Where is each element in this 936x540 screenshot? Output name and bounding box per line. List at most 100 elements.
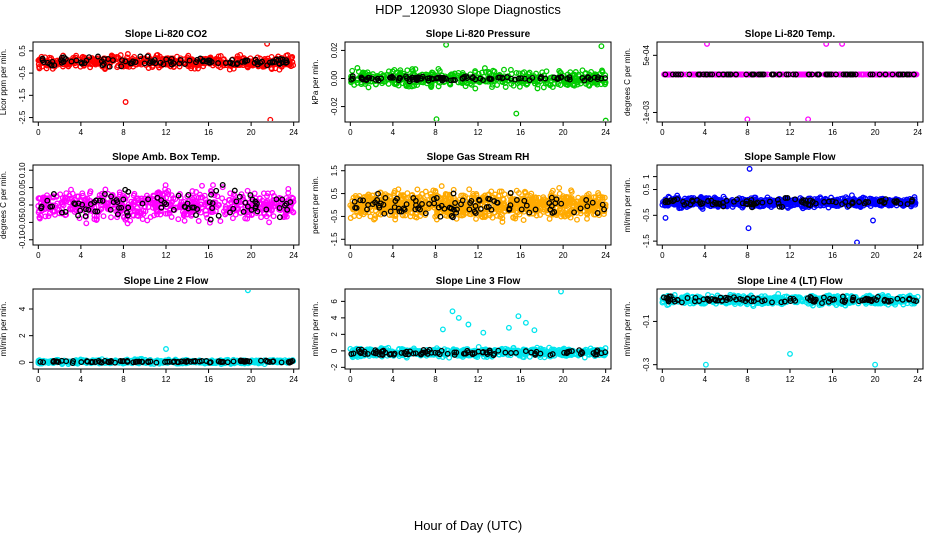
data-point-black (802, 197, 809, 204)
data-point-black (477, 205, 484, 212)
data-point-black (213, 187, 220, 194)
data-point-black (766, 198, 773, 205)
data-point-black (449, 214, 456, 221)
data-point-black (101, 191, 108, 197)
outlier-point (264, 43, 271, 47)
data-point (365, 191, 372, 198)
data-point (382, 191, 389, 198)
data-point (479, 210, 486, 217)
data-point-black (816, 71, 823, 78)
data-point-black (903, 71, 910, 78)
x-tick-label: 12 (786, 251, 795, 260)
data-point (290, 209, 297, 216)
data-point-black (468, 197, 475, 204)
data-point-black (584, 203, 591, 210)
data-point (473, 215, 479, 222)
data-point-black (518, 75, 525, 82)
data-point-black (199, 58, 206, 65)
data-point (489, 214, 496, 221)
outlier-point (244, 290, 251, 294)
data-point-black (215, 212, 222, 219)
data-point (404, 67, 411, 74)
data-point-black (826, 198, 832, 205)
data-point (711, 194, 718, 201)
x-tick-label: 16 (516, 375, 525, 384)
x-tick-label: 12 (474, 128, 483, 137)
data-point (561, 209, 568, 216)
data-point-black (589, 199, 596, 206)
data-point (699, 203, 706, 210)
data-point (136, 200, 142, 207)
data-point-black (552, 200, 559, 207)
x-tick-label: 20 (871, 251, 880, 260)
x-tick-label: 4 (703, 128, 708, 137)
x-tick-label: 20 (559, 251, 568, 260)
data-point (543, 68, 550, 75)
data-point-black (856, 199, 863, 205)
y-tick-label: -2 (330, 363, 339, 371)
outlier-point (704, 43, 710, 47)
data-point (86, 190, 93, 197)
data-point-black (244, 203, 251, 210)
data-point (495, 193, 502, 200)
data-point-black (230, 205, 237, 212)
data-point-black (471, 208, 478, 215)
data-point-black (782, 195, 789, 201)
data-point (212, 199, 219, 206)
y-tick-label: 1 (642, 174, 651, 179)
data-point (430, 187, 437, 194)
data-point (239, 193, 246, 200)
data-point (67, 205, 73, 212)
y-tick-label: 0 (330, 348, 339, 353)
x-tick-label: 12 (474, 375, 483, 384)
y-tick-label: 0 (18, 360, 27, 365)
data-point-black (38, 203, 45, 210)
data-point (556, 190, 563, 197)
data-point-black (181, 61, 188, 68)
data-point-black (435, 74, 442, 81)
data-point-black (433, 195, 440, 201)
data-point-black (168, 61, 175, 68)
data-point (206, 219, 213, 226)
data-point-black (389, 73, 395, 80)
data-point (104, 203, 111, 210)
data-point (556, 184, 563, 191)
data-point (527, 199, 534, 205)
data-point-black (47, 61, 54, 68)
data-point-black (488, 206, 495, 213)
data-point (575, 71, 582, 78)
y-axis-label: kPa per min. (311, 60, 320, 105)
x-tick-label: 24 (601, 251, 610, 260)
y-axis-label: ml/min per min. (311, 302, 320, 357)
data-point-black (278, 359, 285, 366)
data-point-black (251, 59, 258, 66)
x-tick-label: 20 (559, 375, 568, 384)
data-point-black (231, 187, 238, 194)
data-point (438, 183, 445, 190)
data-point (491, 68, 498, 75)
data-point-black (175, 359, 182, 366)
data-point-black (557, 74, 564, 81)
data-point-black (526, 209, 533, 216)
data-point (689, 71, 696, 78)
data-point-black (233, 198, 240, 205)
plot-frame (32, 41, 300, 123)
x-tick-label: 0 (36, 375, 41, 384)
x-tick-label: 8 (121, 375, 126, 384)
data-point-black (513, 197, 520, 203)
y-tick-label: -1.5 (330, 232, 339, 246)
data-point-black (136, 358, 143, 365)
data-point (351, 213, 358, 220)
data-point-black (499, 74, 506, 81)
data-point (219, 184, 226, 191)
data-point-black (273, 196, 280, 203)
data-point-black (282, 202, 288, 209)
data-point-black (848, 200, 855, 207)
data-point (157, 211, 164, 218)
data-point (556, 206, 563, 213)
data-point-black (147, 358, 154, 365)
data-point-black (242, 199, 249, 206)
data-point-black (483, 204, 490, 211)
x-tick-label: 24 (289, 251, 298, 260)
